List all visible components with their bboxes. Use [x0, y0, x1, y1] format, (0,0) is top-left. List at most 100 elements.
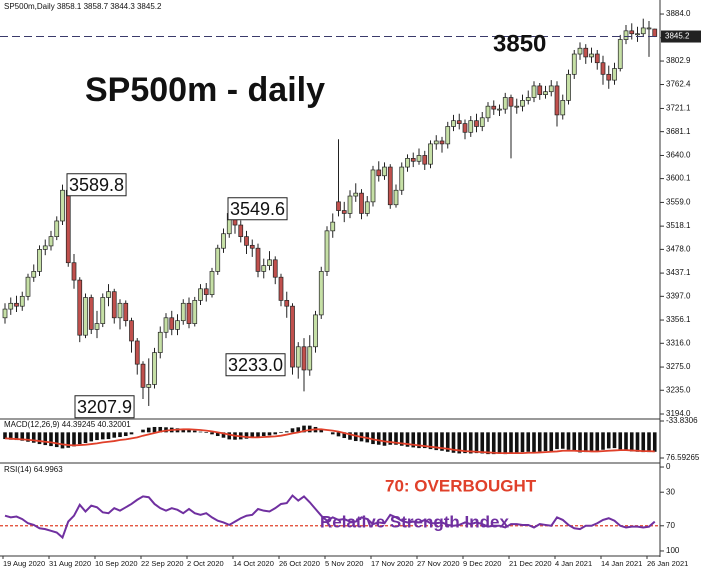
candle-body [272, 259, 278, 278]
candle-body [209, 271, 215, 295]
candle-body [163, 317, 169, 333]
candle-body [48, 236, 54, 247]
candle-body [589, 53, 594, 58]
x-tick-label: 10 Sep 2020 [95, 559, 138, 568]
candle-body [387, 166, 393, 206]
candle-body [606, 73, 612, 81]
candle-body [244, 236, 249, 246]
macd-bar [612, 432, 617, 449]
candle-body [359, 192, 364, 214]
macd-bar [652, 432, 657, 452]
candle-body [629, 30, 635, 35]
macd-bar [572, 432, 577, 452]
candle-body [221, 233, 226, 249]
macd-bar [606, 432, 611, 449]
candle-body [594, 53, 600, 64]
macd-bar [307, 425, 312, 433]
macd-bar [595, 432, 600, 452]
macd-bar [221, 432, 226, 438]
macd-bar [89, 432, 94, 442]
macd-bar [215, 432, 220, 437]
candle-body [623, 30, 629, 40]
candle-body [543, 91, 548, 95]
candle-body [640, 27, 646, 35]
candle-body [330, 221, 336, 232]
candle-body [560, 100, 566, 116]
x-tick-label: 5 Nov 2020 [325, 559, 363, 568]
annotation: 3549.6 [230, 199, 285, 219]
candle-body [123, 302, 129, 322]
x-tick-label: 9 Dec 2020 [463, 559, 501, 568]
macd-bar [72, 432, 76, 447]
candle-body [520, 100, 525, 107]
x-tick-label: 14 Jan 2021 [601, 559, 642, 568]
candle-body [100, 297, 106, 324]
candle-body [399, 166, 405, 191]
y-tick-label: 3194.0 [666, 409, 691, 418]
candle-body [324, 230, 330, 272]
macd-bar [532, 432, 536, 453]
y-tick-label: 3802.9 [666, 56, 691, 65]
candle-body [106, 291, 111, 298]
y-tick-label: 3640.0 [666, 151, 691, 160]
candle-body [364, 201, 370, 214]
candle-body [215, 247, 221, 272]
candle-body [514, 105, 520, 108]
y-tick-label: 3235.0 [666, 385, 691, 394]
macd-bar [468, 432, 473, 454]
candle-body [353, 192, 359, 197]
macd-bar [336, 432, 341, 437]
candle-body [146, 384, 152, 388]
macd-bar [376, 432, 381, 445]
macd-bar [618, 432, 623, 450]
candle-body [652, 28, 658, 37]
candle-body [60, 189, 65, 222]
macd-bar [491, 432, 496, 455]
macd-bar [445, 432, 450, 452]
candle-body [65, 189, 71, 264]
macd-bar [371, 432, 375, 445]
candle-body [537, 85, 543, 95]
y-tick-label: 70 [666, 521, 675, 530]
macd-bar [261, 432, 266, 437]
macd-bar [555, 432, 559, 450]
macd-bar [463, 432, 467, 454]
macd-bar [118, 432, 122, 438]
macd-bar [411, 432, 416, 448]
candle-body [617, 39, 623, 69]
macd-bar [83, 432, 88, 444]
macd-bar [399, 432, 404, 446]
candle-body [318, 271, 324, 316]
macd-bar [31, 432, 36, 443]
annotation-box [225, 353, 286, 377]
candle-body [445, 126, 451, 145]
macd-bar [319, 429, 324, 433]
candle-body [571, 53, 577, 75]
macd-bar [158, 426, 163, 433]
candle-body [554, 85, 560, 116]
y-tick-label: 0 [666, 462, 671, 471]
macd-bar [204, 432, 209, 434]
macd-bar [382, 432, 387, 446]
candle-body [439, 140, 445, 145]
y-tick-label: 3681.1 [666, 127, 691, 136]
macd-bar [198, 431, 203, 433]
macd-bar [210, 432, 214, 435]
candle-body [180, 302, 186, 322]
candle-body [410, 158, 416, 162]
candle-body [336, 201, 341, 211]
candle-body [77, 279, 83, 336]
macd-bar [267, 432, 272, 436]
macd-bar [422, 432, 427, 449]
x-tick-label: 4 Jan 2021 [555, 559, 592, 568]
candle-body [428, 143, 433, 165]
candle-body [25, 276, 31, 297]
candle-body [405, 158, 410, 168]
annotation: 3850 [493, 30, 546, 57]
candle-body [416, 155, 422, 162]
candle-body [433, 140, 439, 145]
candle-body [393, 189, 399, 206]
candle-body [152, 352, 157, 385]
macd-bar [629, 432, 634, 452]
macd-bar [526, 432, 531, 452]
